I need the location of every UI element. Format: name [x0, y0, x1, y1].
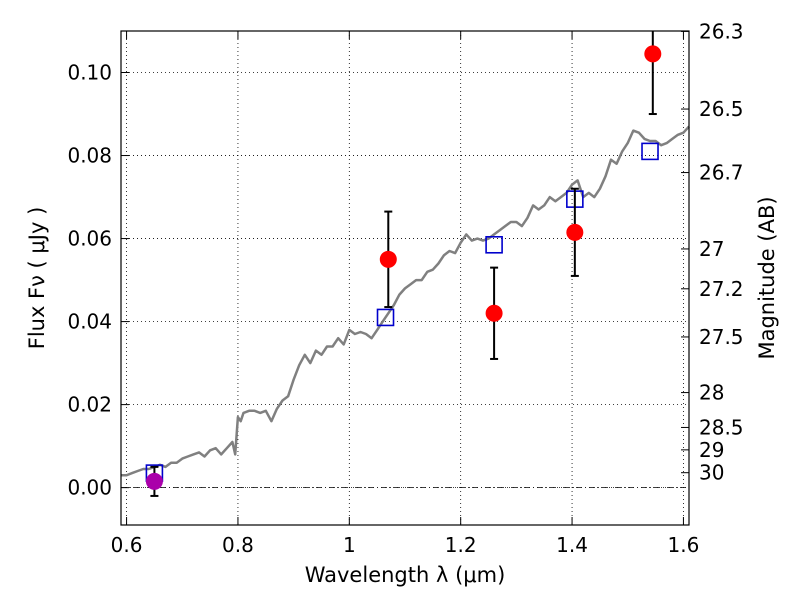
- mag-tick-label: 30: [699, 461, 724, 485]
- observed-point: [379, 250, 397, 268]
- mag-tick-label: 26.3: [699, 19, 744, 43]
- axis-ticks: 0.6 0.8 1 1.2 1.4 1.6 0.00 0.02 0.04 0.06 0.08 0.10…: [67, 19, 743, 557]
- x-tick-label: 1: [343, 533, 356, 557]
- mag-tick-label: 28: [699, 381, 724, 405]
- x-tick-label: 1.4: [556, 533, 588, 557]
- mag-tick-label: 29: [699, 438, 724, 462]
- mag-tick-label: 27.5: [699, 325, 744, 349]
- observed-flux-points: [145, 31, 662, 497]
- x-axis-label: Wavelength λ (μm): [305, 563, 506, 587]
- model-spectrum-line: [121, 125, 690, 477]
- observed-point: [485, 304, 503, 322]
- mag-tick-label: 27.2: [699, 277, 744, 301]
- y-tick-label: 0.06: [67, 227, 112, 251]
- mag-tick-label: 26.7: [699, 161, 744, 185]
- mag-tick-label: 27: [699, 237, 724, 261]
- y-axis-label: Flux Fν ( μJy ): [25, 207, 49, 350]
- x-tick-label: 0.8: [222, 533, 254, 557]
- observed-point: [145, 472, 163, 490]
- y-tick-label: 0.10: [67, 61, 112, 85]
- y-tick-label: 0.08: [67, 144, 112, 168]
- spectrum-line: [121, 125, 690, 477]
- y-tick-label: 0.02: [67, 393, 112, 417]
- x-tick-label: 0.6: [111, 533, 143, 557]
- plot-background: [121, 31, 689, 525]
- x-tick-label: 1.2: [445, 533, 477, 557]
- model-square-point: [376, 308, 395, 327]
- mag-tick-label: 26.5: [699, 97, 744, 121]
- model-square-point: [641, 142, 659, 161]
- observed-point: [644, 45, 662, 63]
- y-tick-label: 0.00: [67, 476, 112, 500]
- grid-lines: [121, 31, 689, 525]
- mag-tick-label: 28.5: [699, 415, 744, 439]
- x-tick-label: 1.6: [668, 533, 700, 557]
- model-square-point: [485, 235, 503, 254]
- y-tick-label: 0.04: [67, 310, 112, 334]
- observed-point: [566, 223, 584, 241]
- y-axis-right-label: Magnitude (AB): [755, 196, 779, 359]
- plot-frame: [120, 30, 690, 526]
